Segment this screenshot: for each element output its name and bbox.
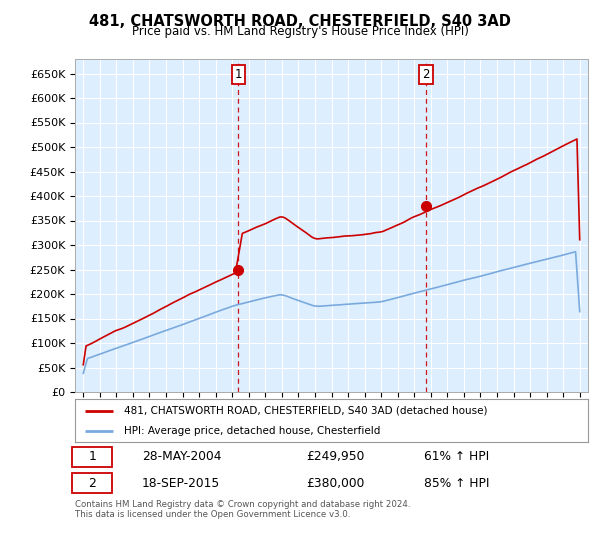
Text: Contains HM Land Registry data © Crown copyright and database right 2024.
This d: Contains HM Land Registry data © Crown c… [75,500,410,519]
Text: Price paid vs. HM Land Registry's House Price Index (HPI): Price paid vs. HM Land Registry's House … [131,25,469,38]
Text: 2: 2 [89,477,97,490]
Text: £380,000: £380,000 [306,477,364,490]
Text: 61% ↑ HPI: 61% ↑ HPI [424,450,489,464]
Text: 28-MAY-2004: 28-MAY-2004 [142,450,221,464]
Text: 85% ↑ HPI: 85% ↑ HPI [424,477,490,490]
Text: HPI: Average price, detached house, Chesterfield: HPI: Average price, detached house, Ches… [124,426,380,436]
FancyBboxPatch shape [73,447,112,467]
Text: 1: 1 [235,68,242,81]
Text: £249,950: £249,950 [306,450,364,464]
Text: 1: 1 [89,450,97,464]
Text: 481, CHATSWORTH ROAD, CHESTERFIELD, S40 3AD: 481, CHATSWORTH ROAD, CHESTERFIELD, S40 … [89,14,511,29]
Text: 18-SEP-2015: 18-SEP-2015 [142,477,220,490]
FancyBboxPatch shape [73,473,112,493]
Text: 481, CHATSWORTH ROAD, CHESTERFIELD, S40 3AD (detached house): 481, CHATSWORTH ROAD, CHESTERFIELD, S40 … [124,405,487,416]
Text: 2: 2 [422,68,430,81]
